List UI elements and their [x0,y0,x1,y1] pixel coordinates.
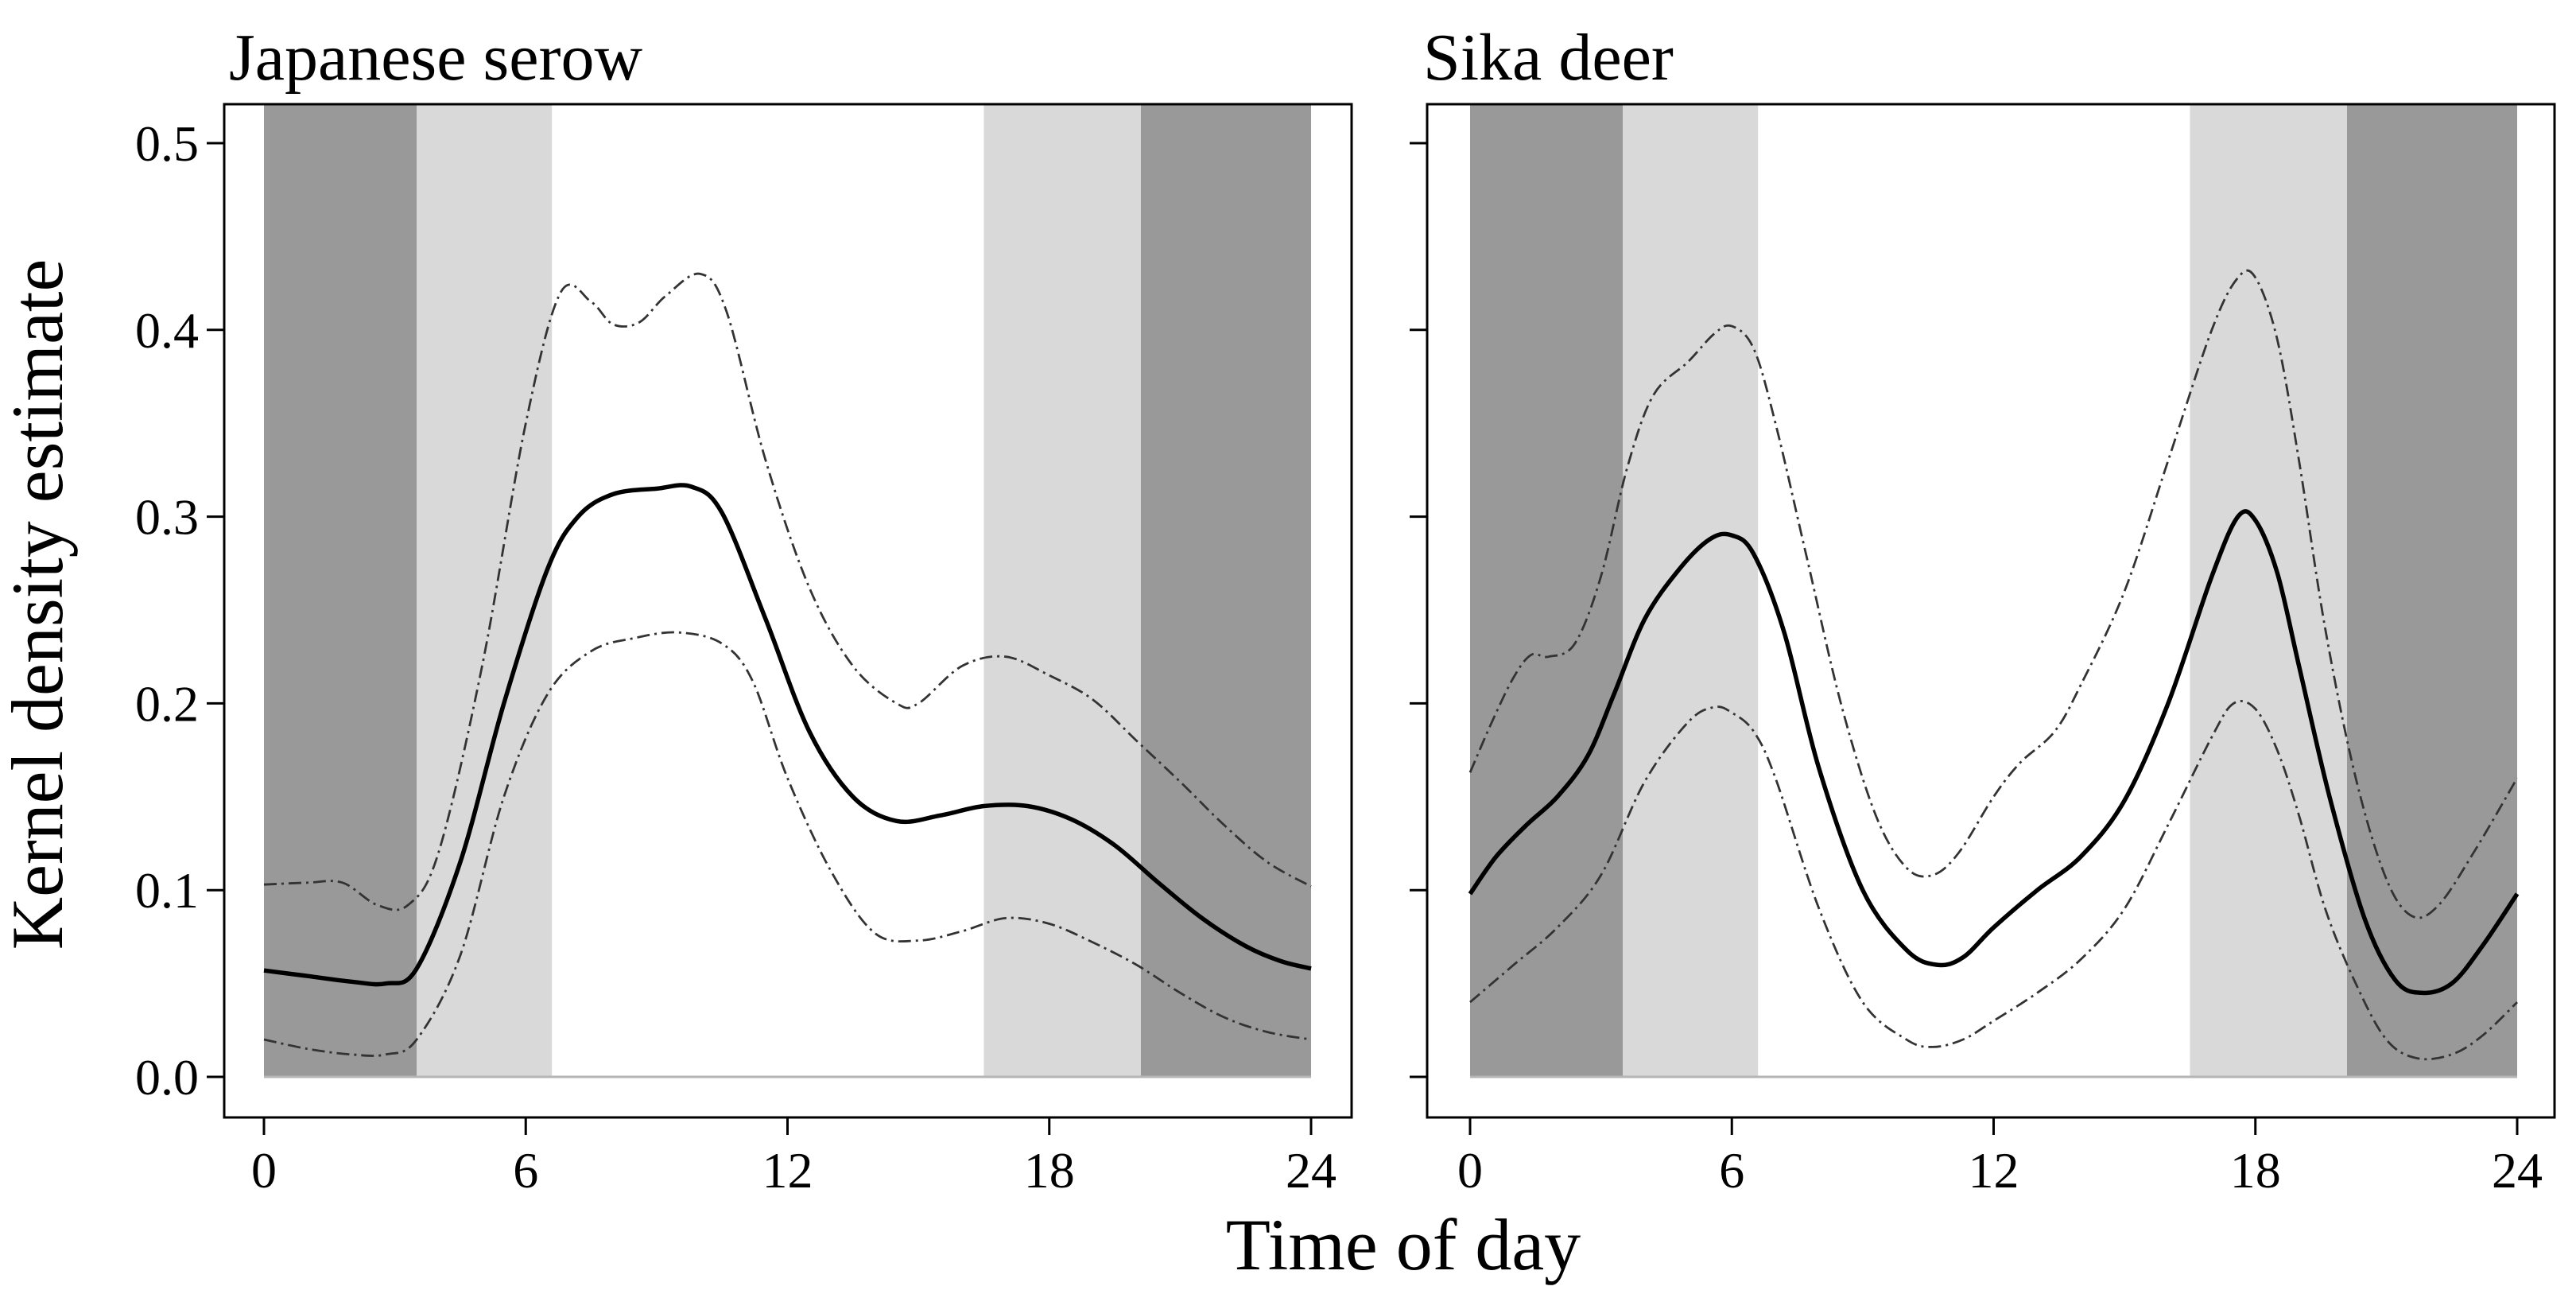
y-tick-label: 0.2 [135,675,199,732]
panel-title-japanese-serow: Japanese serow [229,21,642,95]
series-density [1468,509,2520,996]
x-tick-label: 12 [762,1142,813,1199]
x-tick-label: 0 [1457,1142,1483,1199]
x-tick-label: 6 [513,1142,538,1199]
x-tick-label: 18 [2230,1142,2281,1199]
y-tick-label: 0.4 [135,302,199,359]
series-ci-lower [1469,700,2518,1061]
twilight-band [2190,104,2347,1077]
series-density [263,483,1312,987]
x-tick-label: 0 [251,1142,277,1199]
y-tick-label: 0.5 [135,115,199,172]
x-tick-label: 12 [1969,1142,2019,1199]
y-tick-label: 0.0 [135,1049,199,1106]
twilight-band [417,104,553,1077]
y-tick-label: 0.3 [135,489,199,546]
y-axis-label: Kernel density estimate [0,259,78,950]
panel-title-sika-deer: Sika deer [1423,21,1674,95]
x-tick-label: 24 [1286,1142,1336,1199]
series-ci-upper [263,272,1312,911]
series-ci-upper [1468,269,2519,919]
x-tick-label: 18 [1024,1142,1075,1199]
panel-japanese-serow: Japanese serow 0.0 0.1 0.2 0.3 0.4 0.5 0 6 12 18 24 [135,21,1353,1199]
x-axis-label: Time of day [1226,1204,1581,1285]
night-band [1140,104,1311,1077]
night-band [2346,104,2517,1077]
x-tick-label: 6 [1719,1142,1744,1199]
y-tick-label: 0.1 [135,862,199,919]
series-ci-lower [263,631,1312,1057]
panel-sika-deer: Sika deer 0 6 12 18 24 [1410,21,2556,1199]
twilight-band [983,104,1141,1077]
x-tick-label: 24 [2492,1142,2543,1199]
twilight-band [1623,104,1759,1077]
night-band [264,104,417,1077]
plot-frame [1426,103,2556,1119]
night-band [1470,104,1624,1077]
